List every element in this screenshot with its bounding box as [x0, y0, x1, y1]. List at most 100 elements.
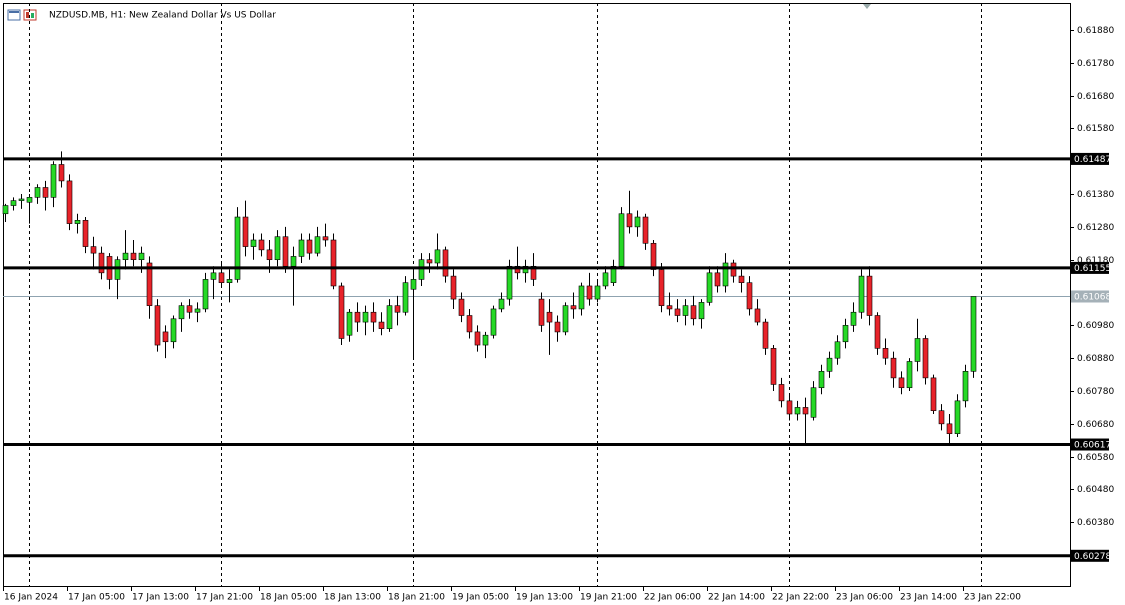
candle-body — [962, 371, 969, 402]
candle-body — [170, 318, 177, 343]
candle-body — [210, 272, 217, 280]
candle-body — [578, 285, 585, 310]
candle-body — [274, 236, 281, 261]
x-tick-label: 19 Jan 21:00 — [580, 593, 637, 603]
candle-body — [610, 265, 617, 283]
candle-body — [450, 275, 457, 300]
x-tick-label: 17 Jan 13:00 — [132, 593, 189, 603]
level-label: 0.61155 — [1074, 264, 1111, 274]
candle-body — [74, 220, 81, 224]
candle-body — [250, 239, 257, 247]
candle-body — [618, 213, 625, 267]
candle-body — [266, 249, 273, 261]
candle-body — [706, 272, 713, 303]
candle-body — [570, 305, 577, 310]
candle-body — [818, 371, 825, 389]
candle-body — [802, 407, 809, 415]
candle-body — [778, 384, 785, 402]
chart-title: NZDUSD.MB, H1: New Zealand Dollar Vs US … — [49, 11, 276, 21]
level-label: 0.61487 — [1074, 155, 1111, 165]
candle-body — [538, 298, 545, 326]
y-tick-label: 0.61880 — [1077, 26, 1114, 36]
candle-body — [954, 400, 961, 434]
y-tick-label: 0.61780 — [1077, 59, 1114, 69]
candle-body — [442, 249, 449, 277]
x-tick-label: 22 Jan 06:00 — [644, 593, 701, 603]
candle-body — [738, 275, 745, 283]
candle-body — [714, 272, 721, 287]
level-label-box — [1071, 152, 1109, 165]
candle-body — [930, 377, 937, 412]
x-tick-label: 16 Jan 2024 — [4, 593, 58, 603]
candle-body — [146, 262, 153, 306]
candle-body — [306, 239, 313, 254]
candle-body — [234, 216, 241, 280]
x-tick-label: 17 Jan 05:00 — [68, 593, 125, 603]
candle-body — [674, 308, 681, 316]
candle-body — [874, 315, 881, 349]
candle-body — [842, 325, 849, 343]
candle-body — [338, 285, 345, 339]
x-tick-label: 19 Jan 13:00 — [516, 593, 573, 603]
y-tick-label: 0.60680 — [1077, 420, 1114, 430]
candle-body — [506, 265, 513, 300]
candle-body — [754, 308, 761, 323]
candle-body — [362, 311, 369, 323]
candle-body — [866, 275, 873, 316]
candle-body — [26, 197, 33, 203]
candle-body — [666, 305, 673, 310]
x-tick-label: 18 Jan 21:00 — [388, 593, 445, 603]
y-tick-label: 0.60380 — [1077, 518, 1114, 528]
candle-body — [770, 348, 777, 385]
candle-body — [922, 338, 929, 379]
candle-body — [426, 259, 433, 264]
level-label: 0.60617 — [1074, 441, 1111, 451]
candle-body — [850, 311, 857, 326]
candle-body — [562, 305, 569, 333]
candle-body — [122, 252, 129, 261]
candle-body — [794, 407, 801, 415]
candle-body — [890, 357, 897, 379]
candle-body — [730, 262, 737, 277]
candle-body — [554, 321, 561, 333]
candle-body — [914, 338, 921, 362]
current-price-label: 0.61068 — [1074, 293, 1111, 303]
candle-body — [634, 216, 641, 228]
candle-body — [386, 305, 393, 329]
candle-body — [154, 305, 161, 346]
candle-body — [66, 180, 73, 224]
candle-body — [882, 348, 889, 359]
candle-body — [378, 321, 385, 329]
candle-body — [50, 164, 57, 198]
candle-body — [58, 164, 65, 182]
level-label: 0.60278 — [1074, 552, 1111, 562]
candle-body — [810, 387, 817, 418]
level-label-box — [1071, 549, 1109, 562]
candle-body — [218, 272, 225, 283]
candle-body — [186, 305, 193, 313]
candle-body — [2, 205, 9, 215]
candle-body — [178, 305, 185, 320]
x-tick-label: 23 Jan 14:00 — [900, 593, 957, 603]
candle-body — [642, 216, 649, 244]
candle-body — [602, 272, 609, 287]
candle-body — [322, 236, 329, 241]
x-tick-label: 22 Jan 14:00 — [708, 593, 765, 603]
candle-body — [762, 321, 769, 349]
candle-body — [970, 296, 977, 372]
level-label-box — [1071, 438, 1109, 451]
candle-body — [514, 265, 521, 274]
candle-body — [82, 220, 89, 247]
candle-body — [474, 331, 481, 346]
candle-body — [682, 305, 689, 316]
candle-body — [698, 302, 705, 320]
candle-body — [906, 361, 913, 389]
candle-body — [458, 298, 465, 316]
x-tick-label: 19 Jan 05:00 — [452, 593, 509, 603]
candle-body — [130, 252, 137, 261]
candle-body — [898, 377, 905, 389]
y-tick-label: 0.61180 — [1077, 256, 1114, 266]
level-label-box — [1071, 261, 1109, 274]
candle-body — [786, 400, 793, 415]
